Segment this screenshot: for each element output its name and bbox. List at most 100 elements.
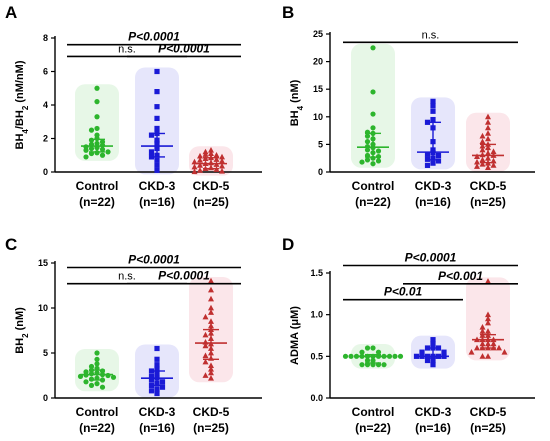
data-point	[154, 104, 160, 110]
data-point	[208, 304, 214, 311]
data-point	[154, 115, 160, 121]
y-tick-label: 25	[313, 29, 323, 39]
data-point	[99, 152, 106, 158]
y-tick-label: 0	[43, 393, 48, 403]
data-point	[485, 124, 491, 131]
category-label: CKD-3	[415, 405, 452, 419]
data-point	[430, 362, 436, 368]
data-point	[94, 381, 100, 387]
data-point	[208, 369, 214, 376]
category-n-label: (n=25)	[470, 195, 506, 209]
data-point	[490, 162, 497, 168]
data-point	[353, 353, 360, 359]
data-point	[105, 149, 111, 155]
y-tick-label: 0.0	[310, 393, 323, 403]
y-tick-label: 5	[318, 139, 323, 149]
data-point	[208, 150, 214, 156]
data-point	[154, 386, 160, 392]
category-n-label: (n=25)	[193, 421, 229, 435]
data-point	[202, 151, 209, 157]
data-point	[88, 371, 95, 377]
data-point	[191, 163, 198, 170]
data-point	[159, 379, 166, 385]
data-point	[94, 125, 100, 132]
y-axis-label-part: (nM/nM)	[14, 60, 26, 106]
data-point	[88, 145, 95, 152]
data-point	[430, 337, 436, 343]
data-point	[430, 160, 436, 166]
data-point	[154, 125, 160, 132]
data-point	[219, 157, 225, 164]
y-axis-label-part: (nM)	[14, 307, 26, 334]
data-point	[370, 161, 376, 167]
data-point	[381, 362, 387, 368]
y-axis-label-part: μ	[289, 319, 301, 326]
data-point	[364, 345, 371, 351]
y-tick-label: 0.5	[310, 351, 323, 361]
data-point	[392, 353, 398, 359]
data-point	[83, 154, 89, 160]
data-point	[197, 157, 203, 163]
data-point	[154, 167, 160, 173]
data-point	[364, 147, 371, 153]
data-point	[148, 377, 155, 383]
data-point	[94, 361, 100, 367]
data-point	[364, 139, 371, 145]
data-point	[94, 350, 100, 356]
significance-label: P<0.0001	[158, 41, 210, 55]
data-point	[479, 132, 486, 139]
data-point	[441, 349, 447, 355]
data-point	[364, 357, 371, 364]
data-point	[202, 372, 209, 378]
data-point	[485, 135, 491, 142]
data-point	[485, 278, 491, 284]
data-point	[370, 125, 376, 131]
y-tick-label: 8	[43, 33, 48, 43]
data-point	[479, 323, 486, 330]
data-point	[359, 349, 365, 355]
data-point	[202, 342, 209, 349]
y-axis-label-part: (nM)	[289, 79, 301, 106]
data-point	[154, 366, 160, 372]
significance-label: n.s.	[422, 29, 440, 41]
data-point	[501, 348, 508, 355]
data-point	[208, 375, 214, 381]
data-point	[375, 158, 382, 164]
panel-letter: D	[282, 235, 294, 254]
panel-b: B 0 5 10 15 20 25 BH4 (nM) Control (n=22) CKD-3 (n=…	[282, 3, 535, 209]
data-point	[430, 98, 436, 104]
data-point	[370, 89, 376, 95]
data-point	[94, 356, 100, 362]
data-point	[485, 353, 491, 359]
data-point	[430, 341, 436, 347]
group-shade	[351, 43, 395, 168]
data-point	[485, 319, 491, 326]
y-tick-label: 0	[318, 167, 323, 177]
data-point	[88, 127, 95, 133]
category-label: CKD-5	[193, 405, 230, 419]
data-point	[435, 152, 442, 159]
y-tick-label: 10	[313, 112, 323, 122]
data-point	[148, 373, 155, 379]
data-point	[94, 99, 100, 105]
group-shade	[75, 84, 119, 161]
y-axis-label-part: BH	[14, 134, 26, 150]
y-tick-label: 20	[313, 57, 323, 67]
panel-d: D 0.0 0.5 1.0 1.5 ADMA (μM) Control (n=22) CKD-3…	[282, 235, 535, 435]
data-point	[208, 286, 214, 293]
data-point	[208, 322, 214, 329]
data-point	[485, 130, 491, 136]
data-point	[397, 353, 404, 359]
y-axis-label-part: BH	[14, 338, 26, 354]
data-point	[490, 148, 497, 154]
data-point	[370, 45, 376, 51]
category-n-label: (n=22)	[79, 421, 115, 435]
data-point	[370, 345, 376, 351]
data-point	[348, 353, 354, 359]
significance-label: P<0.0001	[128, 30, 180, 44]
data-point	[148, 388, 155, 394]
data-point	[424, 162, 431, 168]
data-point	[208, 318, 214, 324]
data-point	[364, 157, 371, 163]
